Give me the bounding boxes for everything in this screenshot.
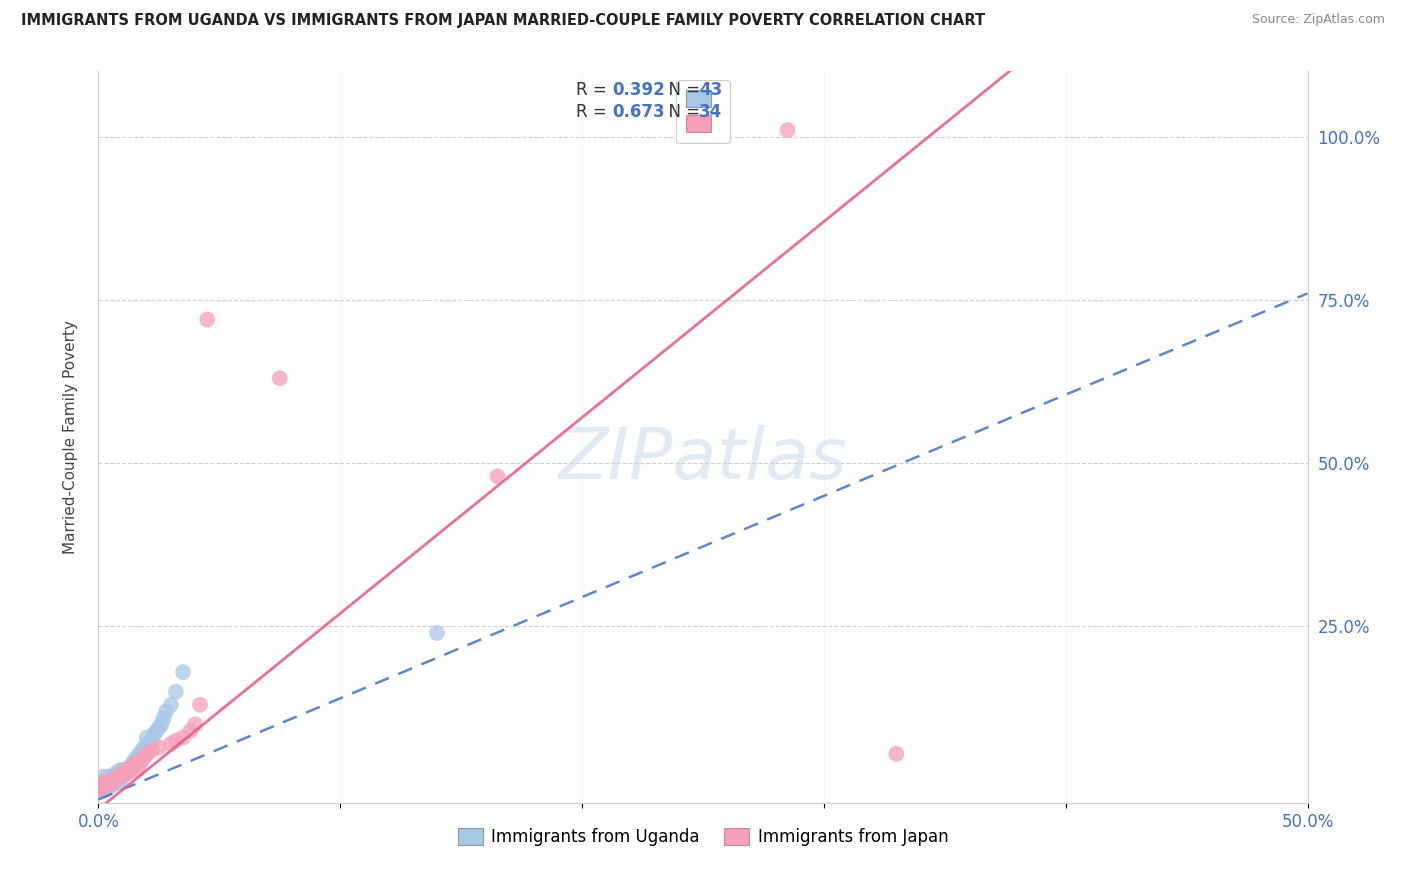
Point <box>195 312 218 326</box>
Point <box>117 766 139 780</box>
Point <box>172 731 194 745</box>
Point <box>94 772 117 787</box>
Point <box>128 747 150 761</box>
Point <box>148 740 170 755</box>
Point <box>145 723 167 738</box>
Point <box>111 766 134 780</box>
Point <box>131 753 153 767</box>
Point <box>127 763 149 777</box>
Point <box>111 763 134 777</box>
Point <box>134 750 156 764</box>
Point <box>91 770 114 784</box>
Point <box>94 780 117 794</box>
Point <box>128 756 150 771</box>
Point <box>141 733 163 747</box>
Point <box>117 763 139 777</box>
Point <box>160 737 183 751</box>
Point <box>97 770 120 784</box>
Point <box>152 711 174 725</box>
Point <box>143 727 166 741</box>
Point <box>100 772 122 787</box>
Point <box>90 776 112 790</box>
Point <box>188 698 211 712</box>
Point <box>101 776 124 790</box>
Point <box>124 756 146 771</box>
Point <box>131 743 153 757</box>
Text: 0.392: 0.392 <box>613 80 665 99</box>
Point <box>91 780 114 794</box>
Point <box>90 782 112 797</box>
Text: 43: 43 <box>699 80 723 99</box>
Point <box>124 753 146 767</box>
Point <box>91 776 114 790</box>
Point <box>150 717 173 731</box>
Point <box>114 763 136 777</box>
Text: R =: R = <box>576 103 612 120</box>
Point <box>97 776 120 790</box>
Point <box>118 760 141 774</box>
Point <box>184 717 207 731</box>
Text: R =: R = <box>576 80 612 99</box>
Point <box>121 756 143 771</box>
Point <box>90 782 112 797</box>
Text: 0.673: 0.673 <box>613 103 665 120</box>
Point <box>108 772 131 787</box>
Point <box>107 770 129 784</box>
Point <box>486 469 509 483</box>
Point <box>108 770 131 784</box>
Point <box>134 740 156 755</box>
Point <box>107 770 129 784</box>
Point <box>121 760 143 774</box>
Point <box>127 750 149 764</box>
Point <box>107 776 129 790</box>
Point <box>776 123 799 137</box>
Point <box>135 747 157 761</box>
Y-axis label: Married-Couple Family Poverty: Married-Couple Family Poverty <box>63 320 77 554</box>
Point <box>886 747 908 761</box>
Point <box>100 780 122 794</box>
Legend: Immigrants from Uganda, Immigrants from Japan: Immigrants from Uganda, Immigrants from … <box>451 822 955 853</box>
Point <box>135 731 157 745</box>
Point <box>100 772 122 787</box>
Point <box>97 776 120 790</box>
Point <box>104 772 127 787</box>
Point <box>108 763 131 777</box>
Point <box>101 770 124 784</box>
Point <box>101 776 124 790</box>
Text: Source: ZipAtlas.com: Source: ZipAtlas.com <box>1251 13 1385 27</box>
Point <box>138 737 160 751</box>
Text: ZIPatlas: ZIPatlas <box>558 425 848 493</box>
Point <box>160 698 183 712</box>
Point <box>269 371 291 385</box>
Point <box>148 721 170 735</box>
Text: N =: N = <box>658 80 706 99</box>
Text: 34: 34 <box>699 103 723 120</box>
Point <box>114 766 136 780</box>
Point <box>165 733 187 747</box>
Point <box>179 723 201 738</box>
Point <box>90 780 112 794</box>
Point <box>87 782 110 797</box>
Point <box>118 763 141 777</box>
Point <box>111 770 134 784</box>
Point <box>104 772 127 787</box>
Point <box>172 665 194 680</box>
Point <box>155 705 177 719</box>
Point <box>141 743 163 757</box>
Point <box>165 685 187 699</box>
Point <box>426 626 449 640</box>
Text: N =: N = <box>658 103 706 120</box>
Text: IMMIGRANTS FROM UGANDA VS IMMIGRANTS FROM JAPAN MARRIED-COUPLE FAMILY POVERTY CO: IMMIGRANTS FROM UGANDA VS IMMIGRANTS FRO… <box>21 13 986 29</box>
Point <box>94 782 117 797</box>
Point <box>104 766 127 780</box>
